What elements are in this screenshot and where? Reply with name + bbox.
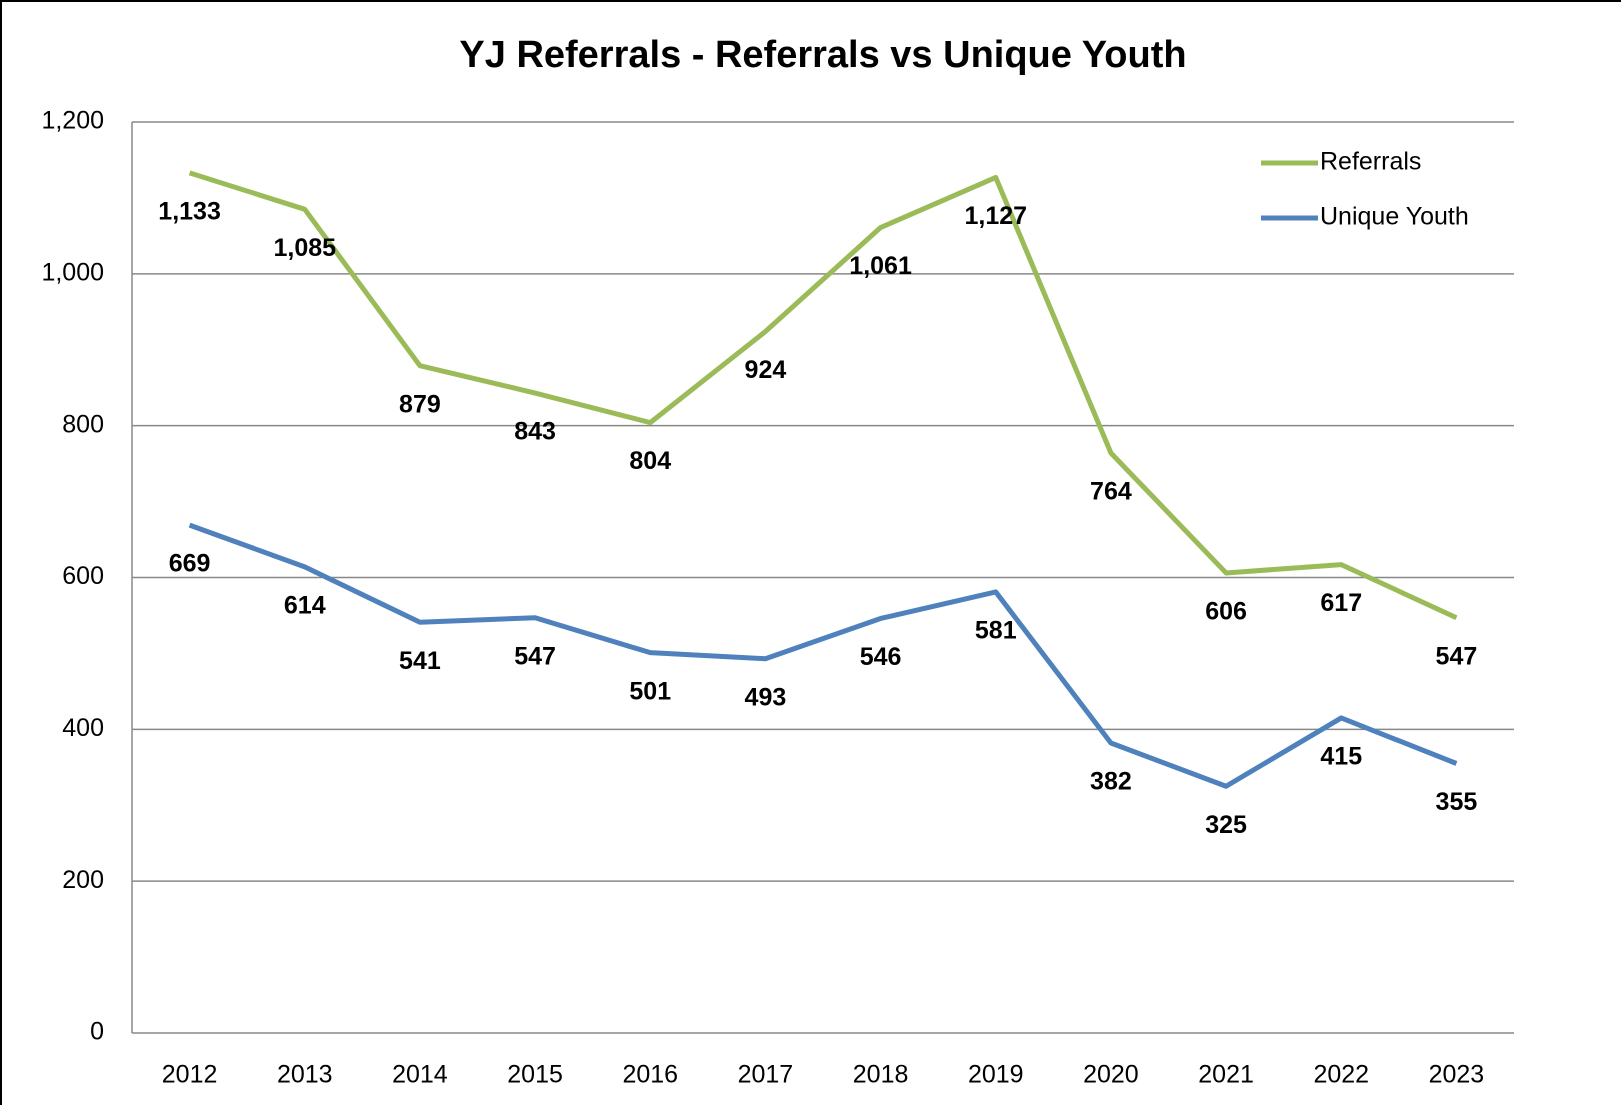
x-tick-label: 2020 <box>1083 1061 1139 1089</box>
x-tick-label: 2014 <box>392 1061 448 1089</box>
data-label: 879 <box>399 390 441 418</box>
data-label: 764 <box>1090 478 1132 506</box>
chart-title: YJ Referrals - Referrals vs Unique Youth <box>459 34 1186 76</box>
data-label: 669 <box>169 550 211 578</box>
data-label: 843 <box>514 418 556 446</box>
x-tick-label: 2022 <box>1313 1061 1369 1089</box>
y-tick-label: 200 <box>62 866 104 894</box>
x-tick-label: 2012 <box>162 1061 218 1089</box>
data-label: 614 <box>284 591 326 619</box>
x-tick-label: 2019 <box>968 1061 1024 1089</box>
x-tick-label: 2023 <box>1429 1061 1485 1089</box>
data-label: 355 <box>1436 788 1478 816</box>
data-label: 547 <box>1436 642 1478 670</box>
series-line <box>188 522 1458 789</box>
series-line <box>188 170 1458 621</box>
data-label: 1,085 <box>273 234 336 262</box>
data-label: 325 <box>1205 811 1247 839</box>
legend-label: Referrals <box>1320 148 1421 176</box>
data-label: 501 <box>629 677 671 705</box>
data-label: 415 <box>1320 743 1362 771</box>
y-tick-label: 600 <box>62 562 104 590</box>
data-label: 804 <box>629 447 671 475</box>
legend-label: Unique Youth <box>1320 203 1469 231</box>
data-label: 1,061 <box>849 252 912 280</box>
data-label: 581 <box>975 617 1017 645</box>
x-tick-label: 2018 <box>853 1061 909 1089</box>
data-label: 382 <box>1090 768 1132 796</box>
data-label: 493 <box>745 683 787 711</box>
data-label: 547 <box>514 642 556 670</box>
x-tick-label: 2013 <box>277 1061 333 1089</box>
x-tick-label: 2017 <box>738 1061 794 1089</box>
y-tick-label: 800 <box>62 410 104 438</box>
x-tick-label: 2015 <box>507 1061 563 1089</box>
data-label: 541 <box>399 647 441 675</box>
y-tick-label: 0 <box>90 1018 104 1046</box>
x-tick-label: 2016 <box>622 1061 678 1089</box>
y-tick-label: 400 <box>62 714 104 742</box>
data-label: 617 <box>1320 589 1362 617</box>
data-label: 546 <box>860 643 902 671</box>
data-label: 606 <box>1205 598 1247 626</box>
data-label: 1,127 <box>964 202 1027 230</box>
x-tick-label: 2021 <box>1198 1061 1254 1089</box>
y-tick-label: 1,000 <box>41 258 104 286</box>
y-tick-label: 1,200 <box>41 107 104 135</box>
data-label: 924 <box>745 356 787 384</box>
data-label: 1,133 <box>158 197 221 225</box>
